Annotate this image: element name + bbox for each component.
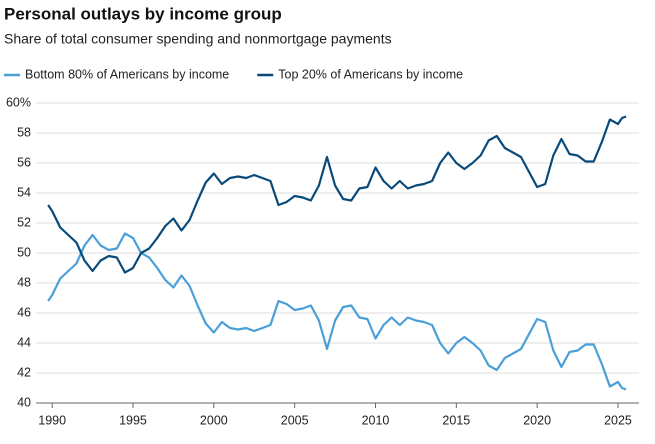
chart-subtitle: Share of total consumer spending and non… xyxy=(4,31,392,47)
series-line xyxy=(47,115,627,274)
y-tick-label: 40 xyxy=(17,395,31,409)
legend-label: Bottom 80% of Americans by income xyxy=(25,67,229,81)
y-tick-label: 60% xyxy=(6,95,31,109)
x-tick-label: 1990 xyxy=(38,413,66,427)
y-tick-label: 48 xyxy=(17,275,31,289)
y-tick-label: 54 xyxy=(17,185,31,199)
x-tick-label: 2025 xyxy=(604,413,632,427)
y-tick-label: 56 xyxy=(17,155,31,169)
x-tick-label: 2010 xyxy=(362,413,390,427)
y-tick-label: 52 xyxy=(17,215,31,229)
x-tick-label: 2000 xyxy=(200,413,228,427)
legend-label: Top 20% of Americans by income xyxy=(278,67,463,81)
x-tick-label: 2005 xyxy=(281,413,309,427)
x-tick-label: 2015 xyxy=(442,413,470,427)
x-tick-label: 2020 xyxy=(523,413,551,427)
x-tick-label: 1995 xyxy=(119,413,147,427)
y-tick-label: 44 xyxy=(17,335,31,349)
y-tick-label: 58 xyxy=(17,125,31,139)
y-tick-label: 50 xyxy=(17,245,31,259)
series-line xyxy=(47,232,627,391)
y-tick-label: 42 xyxy=(17,365,31,379)
chart-title: Personal outlays by income group xyxy=(4,4,282,23)
y-tick-label: 46 xyxy=(17,305,31,319)
